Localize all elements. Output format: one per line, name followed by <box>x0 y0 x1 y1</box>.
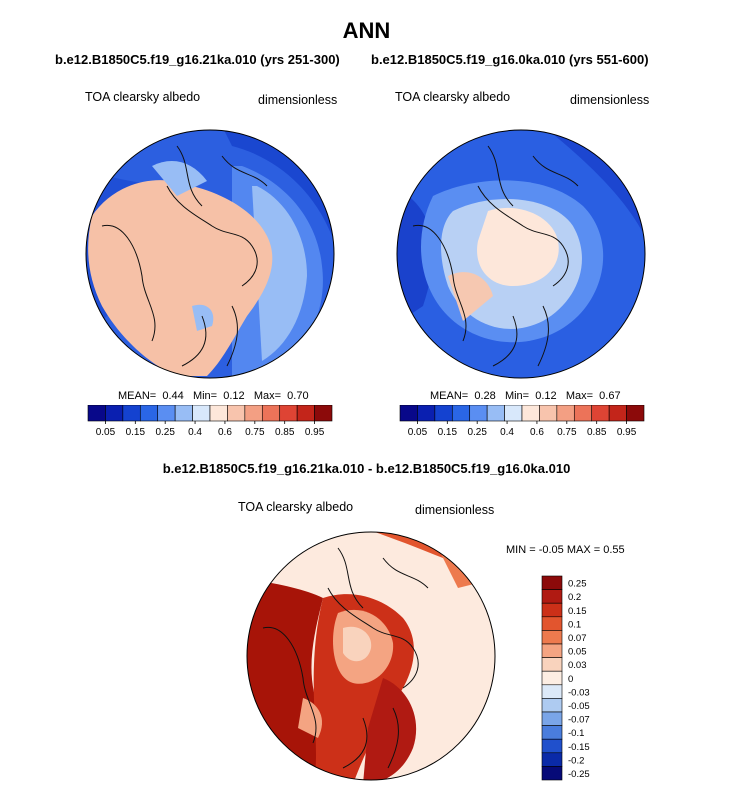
panel1-colorbar-box <box>174 405 193 422</box>
panel2-colorbar-tick-label: 0.95 <box>617 427 637 438</box>
panel2-colorbar-box <box>521 405 540 422</box>
panel2-colorbar-box <box>417 405 436 422</box>
panel2-colorbar-box <box>486 405 505 422</box>
diff-colorbar: 0.25 0.2 0.15 0.1 0.07 0.05 0.03 0 -0.03 -0.05 -0.… <box>541 575 590 781</box>
panel1-polar-map <box>85 129 335 379</box>
panel1-colorbar-tick-label: 0.05 <box>96 427 116 438</box>
diff-colorbar-tick-label: -0.15 <box>568 742 590 753</box>
diff-colorbar-tick-label: -0.25 <box>568 769 590 780</box>
panel1-stats: MEAN= 0.44 Min= 0.12 Max= 0.70 <box>118 390 309 402</box>
diff-colorbar-box <box>541 725 563 740</box>
panel1-colorbar: 0.05 0.15 0.25 0.4 0.6 0.75 0.85 0.95 <box>87 405 333 438</box>
diff-colorbar-tick-label: 0.25 <box>568 579 587 590</box>
diff-colorbar-box <box>541 630 563 645</box>
panel1-colorbar-box <box>139 405 159 422</box>
panel2-polar-map <box>396 129 646 379</box>
panel1-colorbar-tick-label: 0.85 <box>275 427 295 438</box>
panel1-colorbar-box <box>87 405 106 422</box>
panel1-colorbar-box <box>296 405 315 422</box>
panel2-colorbar-box <box>539 405 558 422</box>
panel1-colorbar-box <box>261 405 281 422</box>
figure-title: ANN <box>342 18 391 43</box>
panel2-colorbar-tick-label: 0.05 <box>408 427 428 438</box>
diff-colorbar-box <box>541 684 563 699</box>
diff-colorbar-tick-label: -0.07 <box>568 715 590 726</box>
diff-colorbar-box <box>541 616 563 631</box>
diff-colorbar-box <box>541 711 563 726</box>
diff-colorbar-tick-label: 0.07 <box>568 633 587 644</box>
diff-colorbar-box <box>541 752 563 767</box>
diff-case-title: b.e12.B1850C5.f19_g16.21ka.010 - b.e12.B… <box>162 461 571 476</box>
diff-colorbar-box <box>541 657 563 672</box>
panel1-variable-label: TOA clearsky albedo <box>85 90 201 104</box>
panel2-colorbar-tick-label: 0.6 <box>530 427 544 438</box>
panel1-land-field <box>88 180 273 376</box>
diff-colorbar-tick-label: 0.15 <box>568 606 587 617</box>
panel2-colorbar: 0.05 0.15 0.25 0.4 0.6 0.75 0.85 0.95 <box>399 405 645 438</box>
diff-colorbar-tick-label: -0.03 <box>568 687 590 698</box>
panel1-colorbar-box <box>157 405 176 422</box>
diff-polar-map <box>246 531 496 781</box>
panel2-colorbar-tick-label: 0.15 <box>438 427 458 438</box>
panel1-colorbar-box <box>244 405 263 422</box>
panel2-colorbar-box <box>608 405 627 422</box>
diff-colorbar-tick-label: 0.03 <box>568 660 587 671</box>
panel2-colorbar-box <box>469 405 488 422</box>
panel1-colorbar-tick-label: 0.4 <box>188 427 202 438</box>
panel1-colorbar-box <box>314 405 333 422</box>
diff-minmax: MIN = -0.05 MAX = 0.55 <box>506 544 625 556</box>
panel1-case-title: b.e12.B1850C5.f19_g16.21ka.010 (yrs 251-… <box>55 52 340 67</box>
panel1-colorbar-box <box>227 405 246 422</box>
panel2-colorbar-box <box>591 405 610 422</box>
panel2-colorbar-box <box>451 405 471 422</box>
diff-colorbar-box <box>541 670 563 686</box>
panel2-colorbar-tick-label: 0.4 <box>500 427 514 438</box>
panel1-colorbar-tick-label: 0.15 <box>126 427 146 438</box>
panel1-colorbar-box <box>279 405 298 422</box>
diff-colorbar-box <box>541 589 563 604</box>
panel2-colorbar-tick-label: 0.25 <box>467 427 487 438</box>
diff-colorbar-box <box>541 766 563 781</box>
panel2-case-title: b.e12.B1850C5.f19_g16.0ka.010 (yrs 551-6… <box>371 52 649 67</box>
diff-colorbar-tick-label: 0.1 <box>568 619 581 630</box>
panel1-units-label: dimensionless <box>258 93 338 107</box>
panel2-stats: MEAN= 0.28 Min= 0.12 Max= 0.67 <box>430 390 621 402</box>
diff-colorbar-tick-label: 0.05 <box>568 647 587 658</box>
panel1-colorbar-tick-label: 0.6 <box>218 427 232 438</box>
diff-colorbar-box <box>541 698 563 713</box>
diff-colorbar-tick-label: 0 <box>568 674 573 685</box>
panel1-colorbar-tick-label: 0.95 <box>305 427 325 438</box>
diff-units-label: dimensionless <box>415 503 495 517</box>
diff-colorbar-box <box>541 643 563 658</box>
panel2-colorbar-box <box>504 405 523 422</box>
diff-colorbar-tick-label: -0.2 <box>568 755 584 766</box>
diff-colorbar-box <box>541 602 563 618</box>
panel2-colorbar-box <box>573 405 593 422</box>
panel2-colorbar-box <box>434 405 453 422</box>
panel1-colorbar-box <box>209 405 228 422</box>
panel2-colorbar-box <box>556 405 575 422</box>
diff-colorbar-tick-label: -0.1 <box>568 728 584 739</box>
panel2-colorbar-tick-label: 0.75 <box>557 427 577 438</box>
panel1-colorbar-box <box>192 405 211 422</box>
diff-colorbar-box <box>541 575 563 590</box>
diff-colorbar-box <box>541 738 563 754</box>
panel1-colorbar-tick-label: 0.75 <box>245 427 265 438</box>
diff-colorbar-tick-label: -0.05 <box>568 701 590 712</box>
panel2-colorbar-tick-label: 0.85 <box>587 427 607 438</box>
panel1-colorbar-tick-label: 0.25 <box>155 427 175 438</box>
panel2-units-label: dimensionless <box>570 93 650 107</box>
panel2-colorbar-box <box>626 405 645 422</box>
panel1-colorbar-box <box>105 405 124 422</box>
diff-colorbar-tick-label: 0.2 <box>568 592 581 603</box>
panel1-colorbar-box <box>122 405 141 422</box>
diff-variable-label: TOA clearsky albedo <box>238 500 354 514</box>
panel2-variable-label: TOA clearsky albedo <box>395 90 511 104</box>
panel2-colorbar-box <box>399 405 418 422</box>
